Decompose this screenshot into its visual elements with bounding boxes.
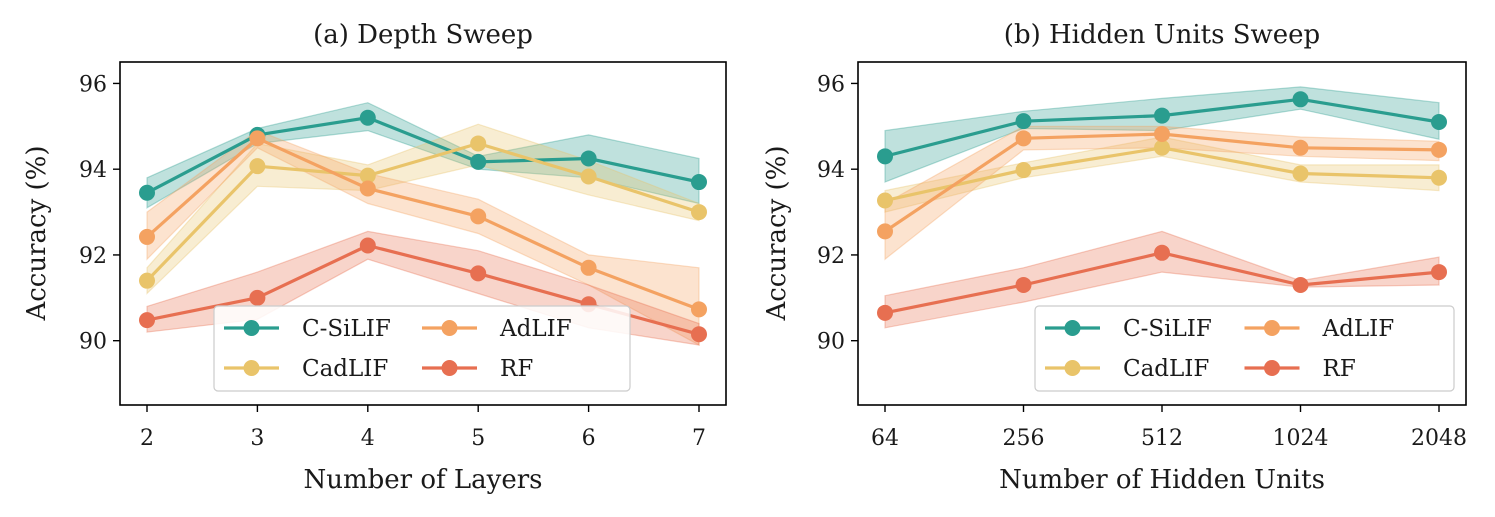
series-line-c-silif xyxy=(146,116,700,195)
confidence-band-adlif xyxy=(884,125,1440,261)
x-tick-label: 512 xyxy=(1141,426,1183,451)
chart-title: (a) Depth Sweep xyxy=(313,20,533,50)
legend-marker-adlif xyxy=(441,320,458,336)
legend-label-c-silif: C-SiLIF xyxy=(302,316,391,342)
series-line-adlif xyxy=(145,136,700,311)
data-point-adlif xyxy=(470,208,487,225)
data-point-cadlif xyxy=(1292,165,1309,182)
x-tick-label: 3 xyxy=(250,426,264,451)
x-tick-label: 2048 xyxy=(1411,426,1467,451)
hidden-units-sweep-chart: (b) Hidden Units Sweep Accuracy (%) Numb… xyxy=(762,20,1467,495)
data-point-rf xyxy=(1292,276,1309,293)
plot-area: 90 92 94 96 2 3 4 5 6 7 C-SiLIF CadLIF AdLIF RF xyxy=(79,61,727,451)
x-tick-label: 64 xyxy=(871,426,899,451)
data-point-c-silif xyxy=(1154,107,1170,124)
x-tick-label: 1024 xyxy=(1273,426,1329,451)
confidence-band-cadlif xyxy=(146,123,700,295)
y-tick-label: 92 xyxy=(817,244,845,269)
data-point-cadlif xyxy=(139,272,155,289)
data-point-c-silif xyxy=(580,150,597,167)
data-point-cadlif xyxy=(580,168,597,185)
legend-label-cadlif: CadLIF xyxy=(1123,356,1209,382)
legend-box xyxy=(1034,305,1455,392)
data-point-rf xyxy=(1431,264,1447,281)
data-point-adlif xyxy=(1015,130,1032,147)
x-tick-label: 7 xyxy=(692,426,706,451)
data-point-adlif xyxy=(691,301,707,318)
y-tick-label: 92 xyxy=(79,244,107,269)
y-tick-label: 96 xyxy=(79,72,107,97)
legend-box xyxy=(213,305,631,392)
x-tick-label: 2 xyxy=(140,426,154,451)
legend-marker-rf xyxy=(1264,360,1280,376)
y-tick-label: 94 xyxy=(79,158,107,183)
y-tick-label: 94 xyxy=(817,158,845,183)
data-point-cadlif xyxy=(691,204,707,221)
confidence-band-c-silif xyxy=(884,86,1440,183)
data-point-c-silif xyxy=(877,148,893,165)
plot-area: 90 92 94 96 64 256 512 1024 2048 C-SiLIF CadLIF AdL… xyxy=(817,61,1467,451)
legend-label-cadlif: CadLIF xyxy=(302,356,388,382)
legend-marker-rf xyxy=(441,360,458,376)
data-point-adlif xyxy=(877,223,893,240)
data-point-rf xyxy=(691,326,707,343)
legend-label-adlif: AdLIF xyxy=(1322,316,1395,342)
data-point-c-silif xyxy=(691,174,707,191)
data-point-cadlif xyxy=(1154,139,1170,156)
legend-marker-cadlif xyxy=(1064,360,1081,376)
data-point-adlif xyxy=(139,228,155,245)
x-tick-label: 6 xyxy=(582,426,596,451)
data-point-adlif xyxy=(1292,139,1309,156)
legend: C-SiLIF CadLIF AdLIF RF xyxy=(1034,305,1455,392)
x-tick-label: 5 xyxy=(471,426,485,451)
data-point-cadlif xyxy=(470,135,487,152)
data-point-adlif xyxy=(359,180,376,197)
data-point-c-silif xyxy=(1015,113,1032,130)
y-axis-label: Accuracy (%) xyxy=(762,145,792,321)
data-point-rf xyxy=(1154,244,1170,261)
data-point-adlif xyxy=(249,130,266,147)
depth-sweep-chart: (a) Depth Sweep Accuracy (%) Number of L… xyxy=(22,20,727,495)
legend-label-rf: RF xyxy=(1323,356,1356,382)
x-tick-label: 256 xyxy=(1003,426,1045,451)
legend-label-rf: RF xyxy=(500,356,533,382)
series-line-cadlif xyxy=(145,141,700,282)
legend-marker-adlif xyxy=(1264,320,1280,336)
legend-label-adlif: AdLIF xyxy=(499,316,572,342)
data-point-rf xyxy=(139,312,155,329)
legend-marker-cadlif xyxy=(243,360,260,376)
x-axis-label: Number of Hidden Units xyxy=(999,465,1325,495)
data-point-rf xyxy=(877,304,893,321)
axes-frame xyxy=(119,61,727,406)
data-point-c-silif xyxy=(1431,114,1447,131)
data-point-cadlif xyxy=(1015,162,1032,179)
data-point-c-silif xyxy=(139,184,155,201)
chart-title: (b) Hidden Units Sweep xyxy=(1004,20,1320,50)
data-point-cadlif xyxy=(877,192,893,209)
data-point-rf xyxy=(470,265,487,282)
y-tick-label: 90 xyxy=(817,330,845,355)
data-point-c-silif xyxy=(359,109,376,126)
y-tick-label: 96 xyxy=(817,72,845,97)
data-point-cadlif xyxy=(359,167,376,184)
legend-marker-c-silif xyxy=(243,320,260,336)
x-axis-label: Number of Layers xyxy=(303,465,542,495)
data-point-rf xyxy=(359,237,376,254)
legend-marker-c-silif xyxy=(1064,320,1081,336)
data-point-adlif xyxy=(1154,126,1170,143)
data-point-rf xyxy=(249,289,266,306)
data-point-cadlif xyxy=(249,158,266,175)
y-axis-label: Accuracy (%) xyxy=(22,145,52,321)
legend: C-SiLIF CadLIF AdLIF RF xyxy=(213,305,631,392)
data-point-adlif xyxy=(580,259,597,276)
data-point-c-silif xyxy=(1292,91,1309,108)
data-point-cadlif xyxy=(1431,169,1447,186)
legend-label-c-silif: C-SiLIF xyxy=(1123,316,1212,342)
x-tick-label: 4 xyxy=(361,426,375,451)
y-tick-label: 90 xyxy=(79,330,107,355)
data-point-adlif xyxy=(1431,141,1447,158)
data-point-rf xyxy=(1015,276,1032,293)
data-point-c-silif xyxy=(470,153,487,170)
